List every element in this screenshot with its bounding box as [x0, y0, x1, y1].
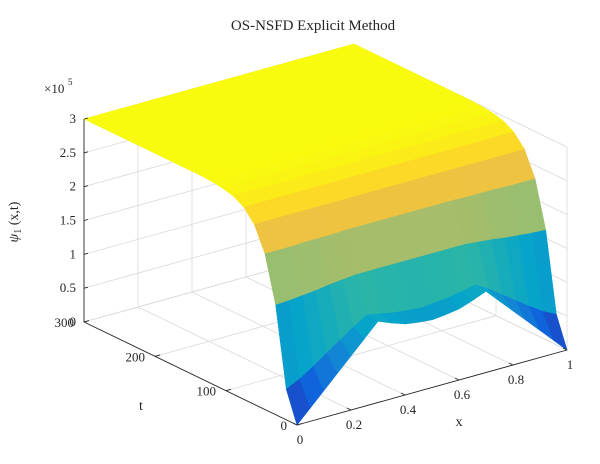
- z-axis-title: ψ1 (x,t): [7, 201, 24, 242]
- surface-layer: [83, 43, 568, 426]
- y-tick-label: 0: [281, 418, 288, 433]
- x-tick-mark: [346, 407, 352, 411]
- z-tick-label: 3: [70, 111, 77, 126]
- z-tick-mark: [83, 185, 89, 188]
- y-axis-title: t: [139, 399, 143, 414]
- y-tick-mark: [225, 388, 232, 392]
- x-tick-label: 1: [567, 357, 574, 372]
- z-tick-label: 2.5: [60, 145, 76, 160]
- x-tick-label: 0.8: [508, 372, 524, 387]
- x-axis-title: x: [456, 415, 463, 430]
- x-tick-mark: [454, 377, 460, 381]
- z-axis-title-subscript: 1: [13, 229, 24, 234]
- z-exponent-base: ×10: [44, 81, 64, 96]
- y-axis-line: [83, 321, 298, 426]
- x-tick-mark: [400, 392, 406, 396]
- y-tick-mark: [83, 320, 90, 323]
- z-tick-label: 0: [70, 314, 77, 329]
- z-tick-mark: [83, 117, 89, 120]
- y-tick-mark: [154, 354, 161, 357]
- chart-title: OS-NSFD Explicit Method: [231, 18, 396, 34]
- z-axis-exponent: ×10 5: [44, 77, 73, 96]
- z-tick-mark: [83, 151, 89, 154]
- z-tick-label: 2: [70, 179, 77, 194]
- z-axis-title-main: ψ: [7, 233, 22, 242]
- x-tick-label: 0.2: [346, 417, 362, 432]
- y-tick-label: 300: [55, 315, 75, 330]
- x-tick-label: 0.6: [454, 387, 471, 402]
- z-exponent-power: 5: [68, 77, 73, 87]
- z-tick-label: 1: [70, 246, 77, 261]
- x-tick-mark: [292, 422, 298, 426]
- x-tick-label: 0.4: [400, 402, 417, 417]
- y-tick-label: 200: [126, 349, 146, 364]
- x-tick-label: 0: [297, 432, 304, 447]
- z-tick-label: 1.5: [60, 213, 76, 228]
- x-tick-mark: [562, 347, 568, 351]
- x-axis-line: [296, 349, 568, 426]
- y-tick-label: 100: [197, 384, 217, 399]
- z-tick-mark: [83, 286, 89, 289]
- z-axis-title-rest: (x,t): [7, 201, 22, 229]
- z-tick-mark: [83, 219, 89, 221]
- x-tick-mark: [508, 362, 514, 366]
- z-tick-label: 0.5: [60, 280, 76, 295]
- surface-patch: [542, 310, 568, 351]
- y-tick-mark: [296, 423, 303, 426]
- z-tick-mark: [83, 252, 89, 255]
